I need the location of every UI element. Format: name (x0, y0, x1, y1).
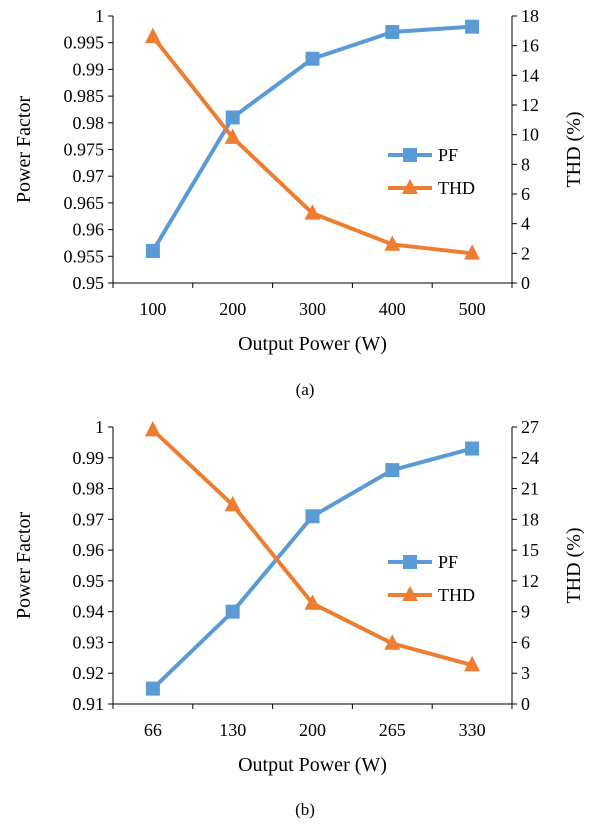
data-point-pf (226, 110, 240, 124)
data-point-thd (145, 28, 161, 43)
data-point-pf (465, 20, 479, 34)
x-tick-label: 66 (144, 720, 162, 740)
y-tick-label: 0.955 (64, 246, 105, 266)
x-tick-label: 200 (219, 299, 246, 319)
y2-tick-label: 0 (521, 694, 530, 714)
legend-marker-pf (403, 555, 417, 569)
x-tick-label: 100 (139, 299, 166, 319)
y2-tick-label: 6 (521, 184, 530, 204)
legend-label-thd: THD (438, 585, 475, 605)
data-point-pf (146, 244, 160, 258)
y-tick-label: 0.99 (73, 59, 105, 79)
legend-marker-pf (403, 148, 417, 162)
data-point-pf (306, 509, 320, 523)
y2-tick-label: 21 (521, 479, 539, 499)
y-axis-title: Power Factor (13, 512, 35, 620)
data-point-pf (226, 605, 240, 619)
y-tick-label: 0.995 (64, 33, 105, 53)
y-tick-label: 0.98 (73, 113, 105, 133)
y-tick-label: 0.95 (73, 273, 105, 293)
x-tick-label: 330 (459, 720, 486, 740)
y2-axis-title: THD (%) (563, 527, 585, 603)
y2-tick-label: 24 (521, 448, 539, 468)
y-tick-label: 0.99 (73, 448, 105, 468)
y2-tick-label: 6 (521, 632, 530, 652)
y2-axis-title: THD (%) (563, 111, 585, 187)
chart-b: 0.91 0.92 0.93 0.94 0.95 0.96 0.97 0.98 0.99 1 0 3 6… (13, 417, 585, 819)
y2-tick-label: 12 (521, 95, 539, 115)
figure-caption: (b) (295, 800, 315, 819)
y2-tick-label: 16 (521, 36, 539, 56)
y-tick-label: 0.91 (73, 694, 105, 714)
x-tick-label: 130 (219, 720, 246, 740)
y-tick-label: 0.985 (64, 86, 105, 106)
x-axis-title: Output Power (W) (238, 333, 387, 355)
y2-tick-label: 3 (521, 663, 530, 683)
y-tick-label: 0.94 (73, 602, 105, 622)
figure-caption: (a) (296, 380, 315, 399)
y-tick-label: 0.97 (73, 509, 105, 529)
data-point-pf (306, 52, 320, 66)
y2-tick-label: 12 (521, 571, 539, 591)
y2-tick-label: 14 (521, 65, 539, 85)
data-point-pf (385, 463, 399, 477)
y-tick-label: 0.96 (73, 220, 105, 240)
x-axis-title: Output Power (W) (238, 754, 387, 776)
x-tick-label: 200 (299, 720, 326, 740)
y-tick-label: 0.98 (73, 479, 105, 499)
series-line-thd (153, 430, 472, 665)
y2-tick-label: 27 (521, 417, 539, 437)
legend-label-thd: THD (438, 178, 475, 198)
y2-tick-label: 8 (521, 154, 530, 174)
x-tick-label: 300 (299, 299, 326, 319)
y-axis-title: Power Factor (13, 96, 35, 204)
y2-tick-label: 18 (521, 509, 539, 529)
y-tick-label: 0.96 (73, 540, 105, 560)
y-tick-label: 0.975 (64, 140, 105, 160)
y-tick-label: 1 (95, 6, 104, 26)
y2-tick-label: 18 (521, 6, 539, 26)
data-point-thd (145, 421, 161, 436)
y-tick-label: 1 (95, 417, 104, 437)
y2-tick-label: 4 (521, 214, 530, 234)
legend-label-pf: PF (438, 145, 458, 165)
y-tick-label: 0.95 (73, 571, 105, 591)
y2-tick-label: 15 (521, 540, 539, 560)
y2-tick-label: 0 (521, 273, 530, 293)
data-point-pf (385, 25, 399, 39)
y2-tick-label: 2 (521, 243, 530, 263)
data-point-pf (146, 682, 160, 696)
y2-tick-label: 10 (521, 125, 539, 145)
y-tick-label: 0.92 (73, 663, 105, 683)
y2-tick-label: 9 (521, 602, 530, 622)
chart-a: 0.95 0.955 0.96 0.965 0.97 0.975 0.98 0.985 0.99… (13, 6, 585, 399)
x-tick-label: 500 (459, 299, 486, 319)
series-line-thd (153, 37, 472, 254)
legend-label-pf: PF (438, 552, 458, 572)
y-tick-label: 0.93 (73, 632, 105, 652)
data-point-pf (465, 442, 479, 456)
y-tick-label: 0.965 (64, 193, 105, 213)
y-tick-label: 0.97 (73, 166, 105, 186)
x-tick-label: 400 (379, 299, 406, 319)
x-tick-label: 265 (379, 720, 406, 740)
